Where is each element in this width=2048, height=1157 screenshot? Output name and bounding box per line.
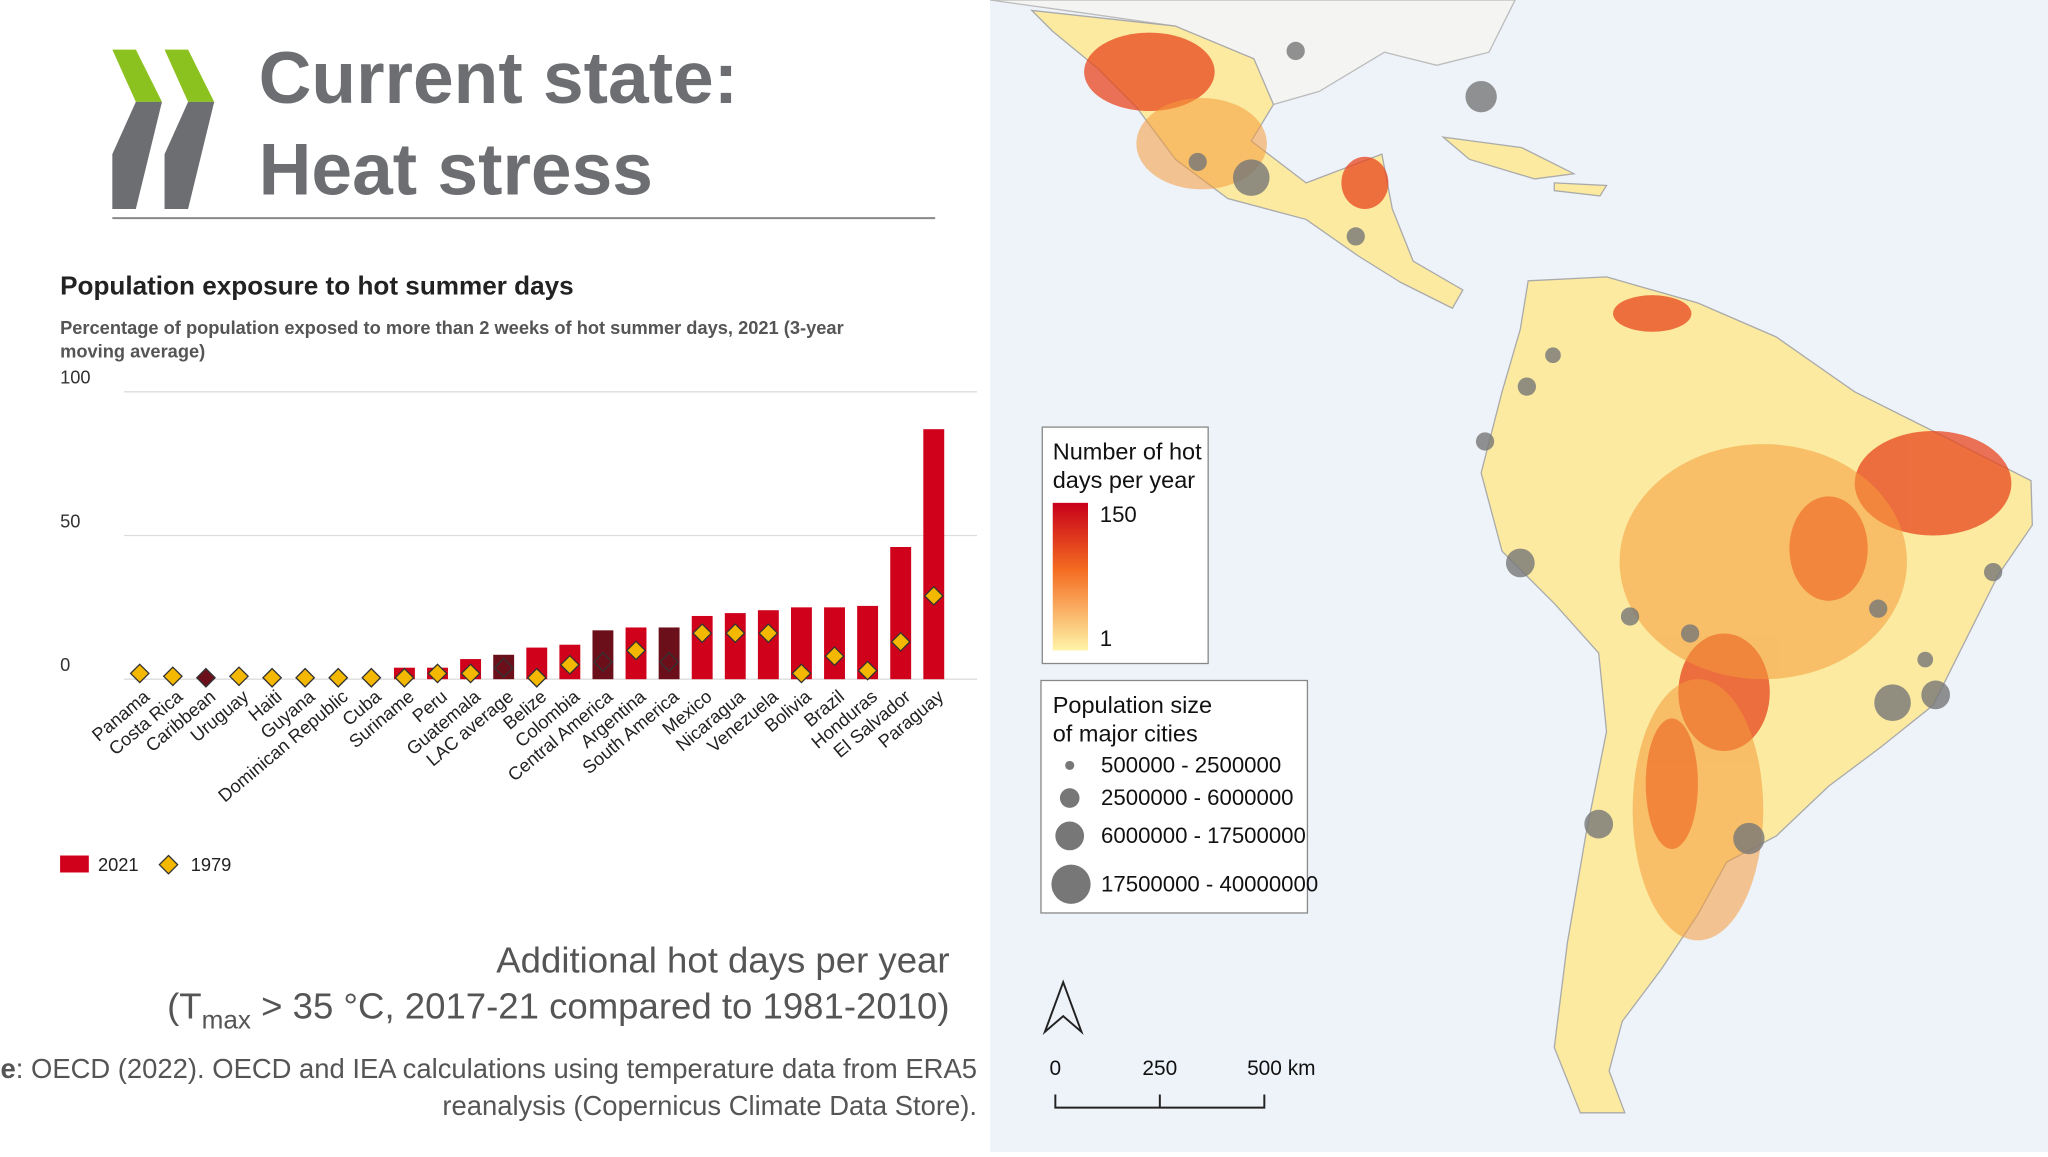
bar <box>923 429 945 680</box>
legend-title: days per year <box>1053 467 1196 493</box>
chart-subtitle: moving average) <box>60 340 205 361</box>
cities <box>1188 41 2003 855</box>
marker <box>725 623 746 644</box>
color-ramp <box>1052 502 1088 651</box>
legend-label: 500000 - 2500000 <box>1101 753 1281 778</box>
legend-label: 2500000 - 6000000 <box>1101 785 1293 810</box>
marker <box>923 585 944 606</box>
marker <box>559 654 580 675</box>
legend-label: 150 <box>1100 502 1137 527</box>
caption-part: (T <box>167 985 202 1026</box>
chart-title: Population exposure to hot summer days <box>60 270 574 300</box>
marker <box>162 666 183 687</box>
logo <box>164 49 215 102</box>
legend-label: 6000000 - 17500000 <box>1101 823 1306 848</box>
marker <box>427 663 448 684</box>
marker <box>625 640 647 661</box>
marker <box>295 667 316 688</box>
bar <box>890 547 912 680</box>
caribbean-islands <box>1441 136 1608 197</box>
marker <box>526 667 547 688</box>
marker <box>228 666 250 687</box>
y-tick-label: 100 <box>60 367 90 388</box>
bar <box>724 613 746 680</box>
legend-title: Population size <box>1053 692 1212 718</box>
bar <box>526 647 548 680</box>
marker <box>394 667 415 688</box>
marker <box>824 646 845 667</box>
caption-part: > 35 °C, 2017-21 compared to 1981-2010) <box>251 985 950 1026</box>
chart-subtitle: Percentage of population exposed to more… <box>60 317 844 338</box>
bar <box>824 607 845 680</box>
legend-label: 1979 <box>191 854 232 875</box>
slide-title: Heat stress <box>259 129 653 210</box>
marker <box>857 660 878 681</box>
size-symbol <box>1065 760 1075 770</box>
legend-label: 17500000 - 40000000 <box>1101 871 1318 896</box>
source-label: Source <box>0 1053 16 1084</box>
legend-swatch <box>60 855 89 873</box>
marker <box>361 667 382 688</box>
marker <box>758 623 779 644</box>
logo <box>164 101 215 209</box>
caption-subscript: max <box>202 1004 251 1034</box>
legend-swatch <box>158 854 179 875</box>
source-text: : OECD (2022). OECD and IEA calculations… <box>16 1053 977 1084</box>
marker <box>129 663 150 684</box>
scale-bar <box>1054 1094 1266 1109</box>
marker <box>195 667 216 688</box>
source: Source: OECD (2022). OECD and IEA calcul… <box>0 1053 977 1084</box>
bar <box>757 610 779 680</box>
marker <box>890 631 911 652</box>
logo <box>112 101 162 209</box>
scale-label: 250 <box>1142 1057 1177 1080</box>
marker <box>791 663 812 684</box>
legend-label: 2021 <box>98 854 139 875</box>
slide-title: Current state: <box>259 38 738 119</box>
scale-label: 500 km <box>1247 1057 1315 1080</box>
size-symbol <box>1055 821 1085 851</box>
source: reanalysis (Copernicus Climate Data Stor… <box>442 1090 977 1121</box>
marker <box>493 657 514 678</box>
marker <box>328 667 349 688</box>
marker <box>262 667 283 688</box>
marker <box>460 663 481 684</box>
north-arrow <box>1042 979 1084 1036</box>
bar <box>790 607 812 680</box>
scale-label: 0 <box>1050 1057 1062 1080</box>
size-symbol <box>1059 788 1080 808</box>
caption: (Tmax > 35 °C, 2017-21 compared to 1981-… <box>167 985 949 1034</box>
bar <box>857 605 879 680</box>
size-symbol <box>1051 864 1091 904</box>
marker <box>659 651 680 673</box>
y-tick-label: 0 <box>60 654 70 675</box>
logo <box>112 49 162 102</box>
caption: Additional hot days per year <box>496 939 949 980</box>
marker <box>692 623 713 644</box>
legend-label: 1 <box>1100 626 1112 651</box>
warm-areas <box>1136 97 1907 941</box>
marker <box>592 651 613 673</box>
legend-title: of major cities <box>1053 721 1198 747</box>
y-tick-label: 50 <box>60 510 80 531</box>
legend-title: Number of hot <box>1053 438 1202 464</box>
